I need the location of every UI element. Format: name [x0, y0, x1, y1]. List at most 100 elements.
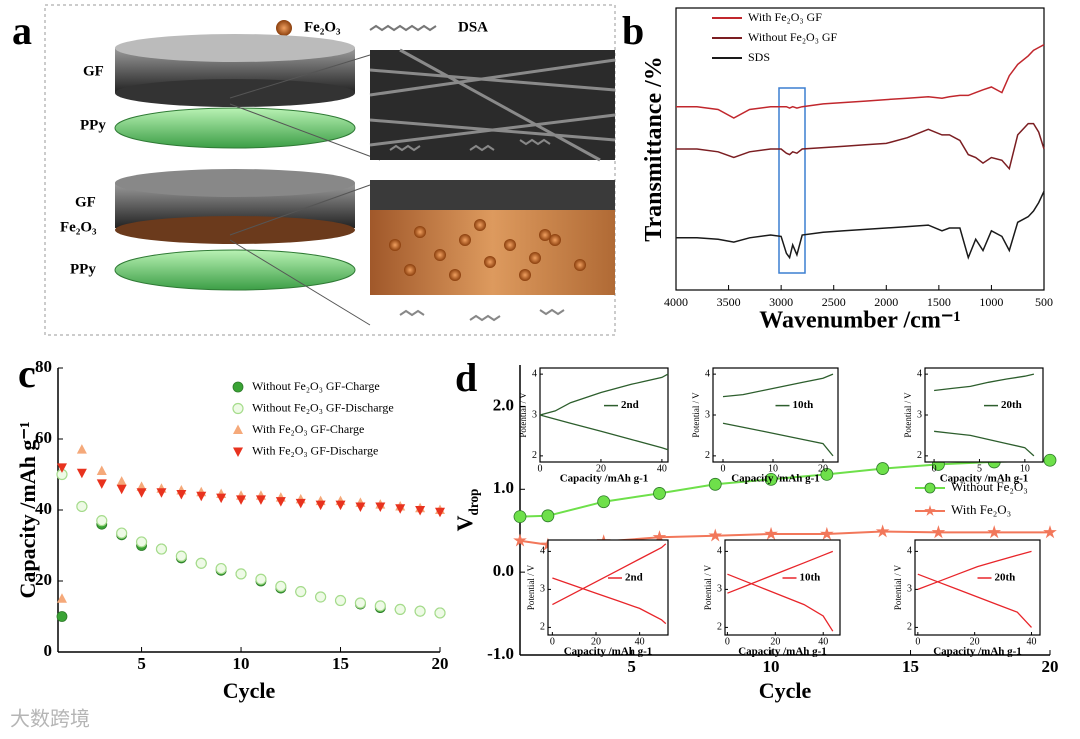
x-tick-label: 20 — [432, 654, 449, 673]
y-tick-label: 4 — [705, 368, 710, 379]
marker — [931, 525, 946, 539]
marker — [236, 495, 247, 505]
circle — [449, 269, 461, 281]
circle — [574, 259, 586, 271]
y-tick-label: 0.0 — [493, 561, 514, 580]
panel-label: c — [18, 351, 36, 396]
inset-chart: 0 20 40 2 3 4 Capacity /mAh g-1 Potential / V 2n… — [526, 539, 669, 658]
y-tick-label: 4 — [540, 546, 545, 557]
plot-frame — [547, 539, 669, 636]
layer-label: Fe₂O₃ — [60, 219, 97, 235]
x-tick-label: 40 — [635, 636, 645, 647]
y-tick-label: 4 — [917, 368, 922, 379]
marker — [541, 509, 555, 523]
marker — [355, 502, 366, 512]
inset-chart: 0 20 40 2 3 4 Capacity /mAh g-1 Potential / V 2n… — [518, 367, 669, 485]
particles — [389, 219, 586, 281]
marker — [315, 500, 326, 511]
layer-label: GF — [75, 194, 96, 210]
marker — [156, 488, 167, 498]
inset-background — [713, 368, 838, 462]
marker — [76, 500, 88, 513]
marker — [394, 603, 406, 616]
plot-frame — [675, 7, 1045, 291]
series-line — [539, 414, 669, 451]
series-line — [727, 550, 834, 594]
y-tick-label: 2 — [705, 450, 710, 461]
circle — [539, 229, 551, 241]
marker — [597, 495, 611, 509]
y-tick-label: 2.0 — [493, 395, 514, 414]
y-tick-label: 2 — [717, 622, 722, 633]
y-tick-label: 3 — [907, 584, 912, 595]
circle — [474, 219, 486, 231]
x-tick-label: 500 — [1035, 295, 1053, 309]
marker — [708, 528, 723, 542]
marker — [116, 484, 127, 495]
series-line — [934, 373, 1035, 392]
y-tick-label: -1.0 — [487, 644, 514, 663]
legend-marker — [924, 505, 936, 516]
y-axis-label: Potential / V — [903, 392, 913, 438]
zoom-fe2o3 — [370, 210, 615, 295]
legend-label: 20th — [1001, 399, 1022, 411]
inset-chart: 0 5 10 2 3 4 Capacity /mAh g-1 Potential / V 20t… — [903, 367, 1044, 485]
y-axis-label-text: V — [452, 515, 477, 531]
plot-frame — [724, 539, 841, 636]
marker — [255, 573, 267, 585]
watermark: 大数跨境 — [10, 707, 90, 731]
x-tick-label: 0 — [915, 636, 920, 647]
x-tick-label: 0 — [932, 463, 937, 474]
marker — [375, 502, 386, 512]
marker — [335, 500, 346, 511]
marker — [295, 586, 307, 598]
marker — [275, 497, 286, 507]
marker — [96, 465, 107, 475]
legend-label: With Fe₂O₃ GF — [748, 10, 822, 24]
x-tick-label: 20 — [970, 636, 980, 647]
y-tick-label: 4 — [717, 546, 722, 557]
zoom-gf — [370, 50, 615, 160]
chart: 5 10 15 20 0 20 40 60 80 Cycle Capacity /mAh g⁻¹ Wi… — [15, 357, 448, 703]
legend-marker — [232, 402, 244, 415]
x-tick-label: 2500 — [822, 295, 846, 309]
marker — [415, 506, 426, 516]
marker — [96, 515, 108, 527]
x-tick-label: 20 — [591, 636, 601, 647]
legend-marker — [233, 447, 243, 457]
y-tick-label: 0 — [44, 641, 53, 660]
zoom-line — [229, 239, 371, 326]
circle — [414, 226, 426, 238]
marker — [876, 462, 890, 475]
x-tick-label: 3000 — [769, 295, 793, 309]
marker — [175, 550, 187, 562]
circle — [389, 239, 401, 251]
series-line — [727, 573, 834, 632]
circle — [549, 234, 561, 246]
marker — [414, 605, 426, 617]
marker — [135, 536, 148, 548]
marker — [354, 597, 367, 609]
zoom-line — [229, 54, 371, 99]
legend-label: 10th — [800, 572, 821, 584]
x-axis-label: Capacity /mAh g-1 — [564, 646, 653, 658]
marker — [1043, 525, 1057, 539]
y-tick-label: 3 — [532, 409, 537, 420]
layer-label: PPy — [80, 117, 106, 133]
layer-label: PPy — [70, 261, 96, 277]
series-line — [539, 373, 669, 416]
y-axis-label-text: Capacity /mAh g⁻¹ — [15, 421, 40, 598]
dsa-icon — [369, 24, 437, 32]
circle — [434, 249, 446, 261]
series-line — [676, 122, 1045, 171]
marker — [235, 568, 247, 580]
legend-label: With Fe₂O₃ GF-Discharge — [252, 443, 378, 457]
legend-label: SDS — [748, 50, 770, 64]
marker — [56, 593, 67, 603]
x-tick-label: 20 — [818, 463, 828, 474]
x-axis-label: Capacity /mAh g-1 — [560, 473, 649, 485]
legend-label: 2nd — [625, 572, 643, 584]
circle — [404, 264, 416, 276]
series-line — [722, 422, 834, 457]
x-axis-label: Capacity /mAh g-1 — [933, 646, 1022, 658]
